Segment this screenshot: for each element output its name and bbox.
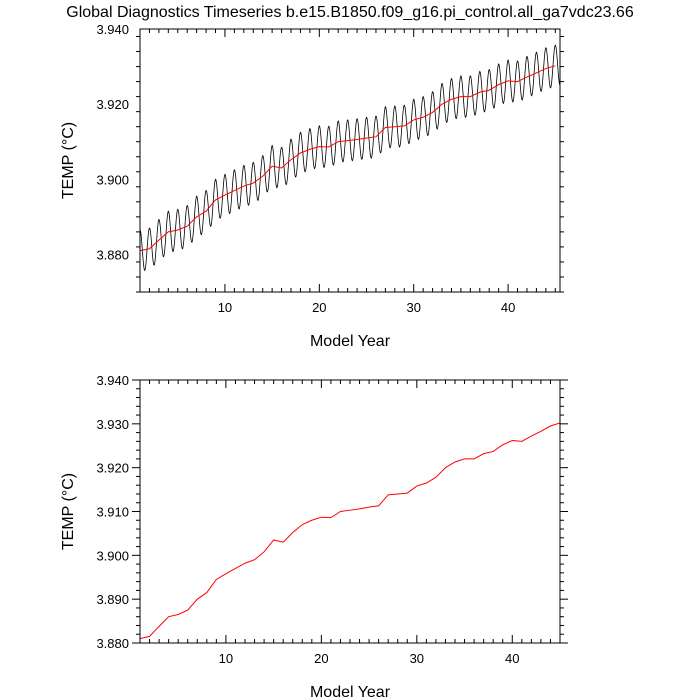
series-group (140, 422, 560, 640)
x-tick-label: 30 (406, 300, 420, 315)
y-tick-label: 3.920 (96, 461, 129, 476)
y-tick-label: 3.880 (96, 247, 129, 262)
top-panel-temp-timeseries: 10 20 30 40 3.880 3.900 3.920 3.940 Model Year TE… (60, 22, 564, 350)
x-tick-label: 40 (505, 651, 519, 666)
y-tick-label: 3.910 (96, 505, 129, 520)
annual-mean-temp-line (140, 65, 556, 252)
y-axis-label: TEMP (°C) (60, 122, 77, 199)
y-tick-label: 3.940 (96, 373, 129, 388)
y-axis-label: TEMP (°C) (60, 473, 77, 550)
y-tick-label: 3.900 (96, 172, 129, 187)
x-tick-label: 30 (410, 651, 424, 666)
bottom-panel-temp-timeseries: 10 20 30 40 3.880 3.890 3.900 3.910 3.920 3.930 3.… (60, 373, 568, 700)
x-tick-label: 20 (312, 300, 326, 315)
figure-title: Global Diagnostics Timeseries b.e15.B185… (66, 4, 634, 21)
y-tick-label: 3.930 (96, 417, 129, 432)
y-tick-label: 3.920 (96, 97, 129, 112)
plot-frame (139, 28, 561, 293)
monthly-temp-line (140, 44, 560, 272)
y-tick-label: 3.880 (96, 636, 129, 651)
x-tick-label: 40 (501, 300, 515, 315)
series-group (140, 44, 560, 272)
x-axis-label: Model Year (310, 333, 391, 350)
x-axis-label: Model Year (310, 684, 391, 700)
x-tick-label: 10 (218, 300, 232, 315)
x-tick-label: 20 (314, 651, 328, 666)
x-tick-label: 10 (219, 651, 233, 666)
y-tick-label: 3.900 (96, 548, 129, 563)
annual-mean-temp-line (140, 422, 560, 640)
y-tick-label: 3.940 (96, 22, 129, 37)
plot-frame (139, 379, 561, 644)
y-tick-label: 3.890 (96, 592, 129, 607)
